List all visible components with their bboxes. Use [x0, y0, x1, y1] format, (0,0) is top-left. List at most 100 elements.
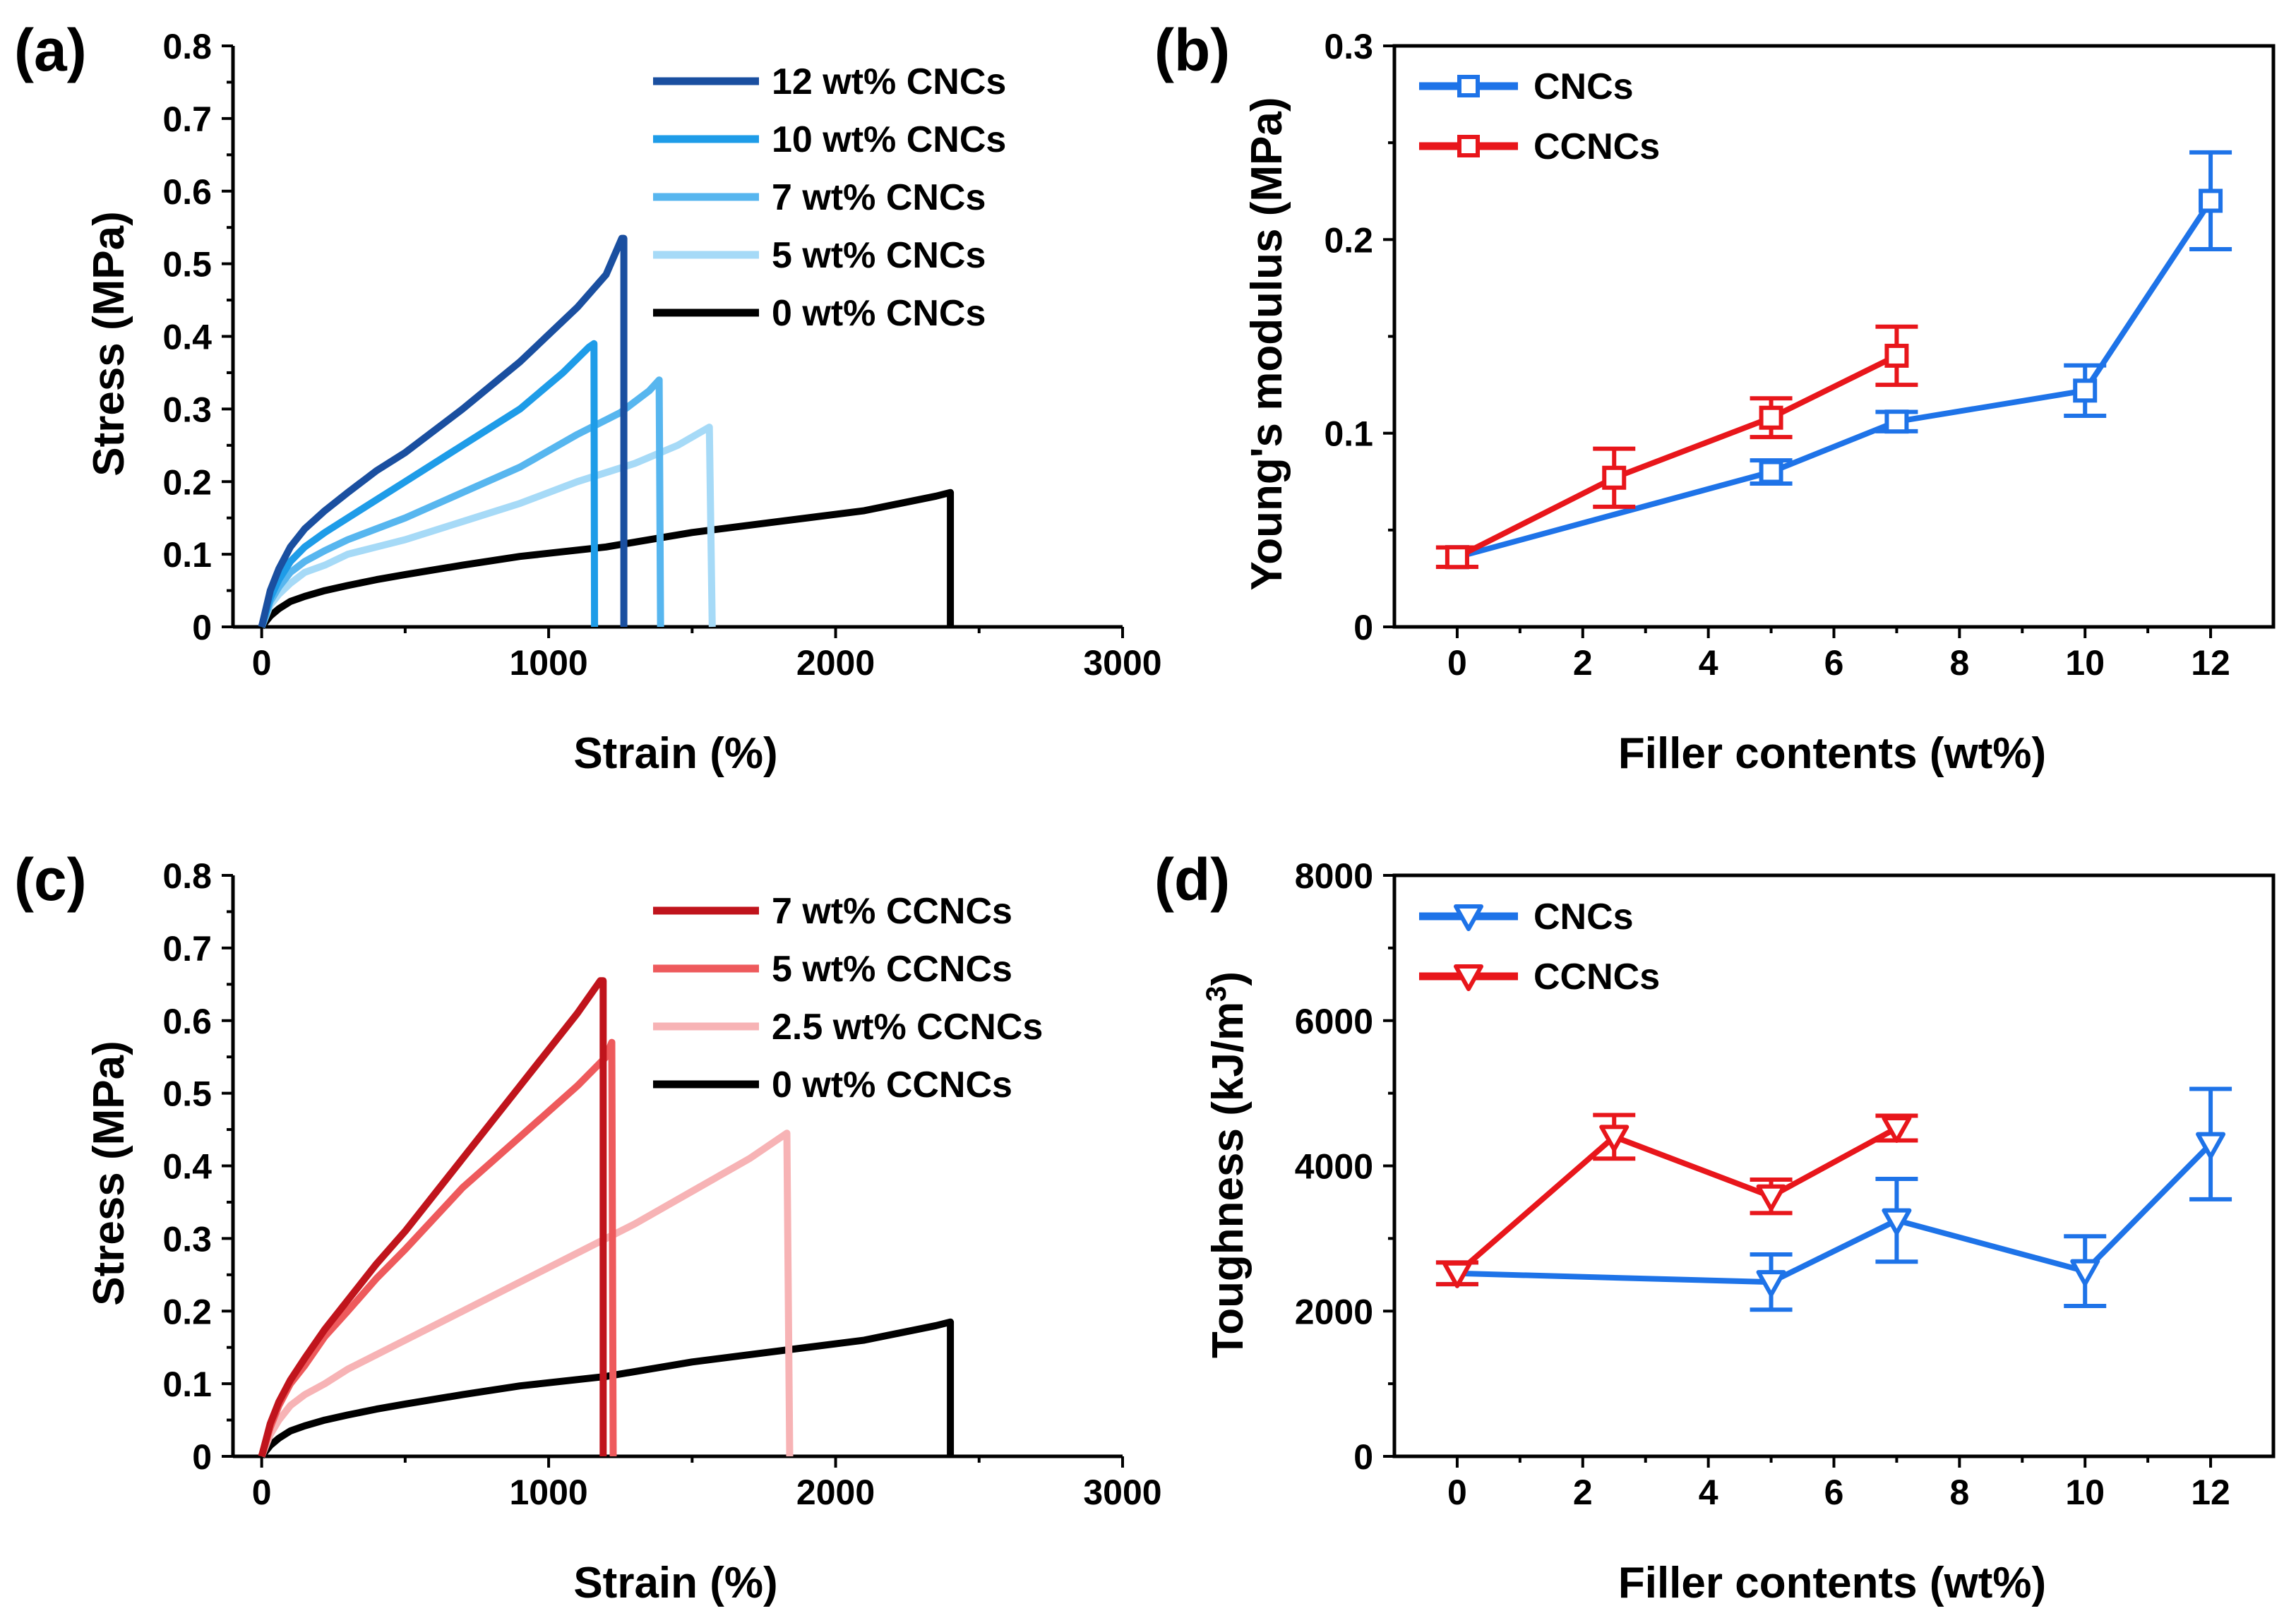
legend-marker-ccncs	[1457, 135, 1480, 157]
y-tick-label: 0	[192, 1437, 212, 1477]
y-tick-label: 0.3	[162, 1219, 212, 1259]
y-tick-label: 6000	[1295, 1002, 1373, 1041]
x-tick-label: 10	[2065, 643, 2105, 683]
x-tick-label: 2	[1573, 1473, 1593, 1512]
panel-b-plot-area: 0 2 4 6 8 10 12 0 0.1 0.2 0.3 CNCs CCNCs	[1324, 27, 2276, 683]
panel-d-x-axis-title: Filler contents (wt%)	[1618, 1559, 2046, 1607]
y-tick-label: 0	[1353, 608, 1373, 647]
series-curve-2-5-wt-ccncs	[258, 1129, 794, 1458]
y-tick-label: 2000	[1295, 1292, 1373, 1331]
legend-label-ccncs: CCNCs	[1533, 126, 1660, 167]
panel-d-y-axis-title: Toughness (kJ/m3)	[1201, 971, 1252, 1358]
y-tick-label: 0.2	[162, 462, 212, 502]
y-tick-label: 0.8	[162, 27, 212, 66]
plot-frame	[1392, 873, 2276, 1458]
legend-label-2-5-wt-ccncs: 2.5 wt% CCNCs	[772, 1007, 1043, 1048]
legend-label-cncs: CNCs	[1533, 897, 1634, 937]
data-point-ccncs	[1756, 1184, 1786, 1211]
y-tick-label: 0.7	[162, 100, 212, 139]
x-tick-label: 1000	[509, 643, 587, 683]
panel-d-y-axis-title-tail: )	[1204, 971, 1252, 986]
panel-a-y-axis-title: Stress (MPa)	[85, 211, 133, 477]
x-tick-label: 2000	[796, 1473, 875, 1512]
y-tick-label: 0	[1353, 1437, 1373, 1477]
x-tick-label: 4	[1699, 1473, 1718, 1512]
panel-c-x-axis-title: Strain (%)	[573, 1559, 777, 1607]
x-tick-label: 12	[2191, 643, 2230, 683]
y-tick-label: 0.3	[1324, 27, 1373, 66]
legend-label-0-wt-ccncs: 0 wt% CCNCs	[772, 1065, 1012, 1105]
x-tick-label: 6	[1824, 1473, 1844, 1512]
data-point-cncs	[2070, 1259, 2100, 1286]
y-tick-label: 8000	[1295, 856, 1373, 896]
x-tick-label: 8	[1949, 1473, 1969, 1512]
x-tick-label: 4	[1699, 643, 1718, 683]
legend-label-7-wt-cncs: 7 wt% CNCs	[772, 177, 986, 218]
panel-c-y-axis-title: Stress (MPa)	[85, 1041, 133, 1306]
y-tick-label: 0	[192, 608, 212, 647]
panel-c-label: (c)	[14, 846, 87, 913]
panel-d-y-axis-title-sup: 3	[1201, 986, 1232, 1002]
panel-a-stress-strain-cncs: (a) 0 1000 2000 300000.10.20.30.40.50.60.70…	[14, 17, 1162, 778]
data-point-ccncs	[1882, 1116, 1912, 1144]
legend-marker-cncs	[1457, 75, 1480, 97]
series-curve-5-wt-ccncs	[258, 1038, 617, 1458]
series-curve-7-wt-cncs	[258, 376, 664, 628]
data-point-cncs	[1884, 409, 1909, 434]
series-line-cncs	[1456, 199, 2213, 561]
y-tick-label: 0.2	[162, 1292, 212, 1331]
y-tick-label: 0.6	[162, 172, 212, 212]
series-curve-7-wt-ccncs	[258, 977, 607, 1458]
y-tick-label: 0.1	[162, 535, 212, 575]
panel-b-y-axis-title: Young's modulus (MPa)	[1243, 97, 1291, 590]
series-curve-12-wt-cncs	[258, 234, 628, 628]
y-tick-label: 0.7	[162, 929, 212, 969]
data-point-cncs	[1756, 1270, 1786, 1298]
x-tick-label: 3000	[1083, 1473, 1161, 1512]
y-tick-label: 4000	[1295, 1147, 1373, 1187]
legend-label-10-wt-cncs: 10 wt% CNCs	[772, 119, 1006, 160]
x-tick-label: 2	[1573, 643, 1593, 683]
y-tick-label: 0.1	[162, 1365, 212, 1404]
data-point-cncs	[2196, 1132, 2226, 1159]
panel-a-x-axis-title: Strain (%)	[573, 729, 777, 778]
series-line-ccncs	[1455, 1125, 1899, 1276]
data-point-ccncs	[1599, 1125, 1630, 1152]
panel-c-stress-strain-ccncs: (c) 0 1000 2000 300000.10.20.30.40.50.60.70…	[14, 846, 1162, 1607]
panel-d-plot-area: 0 2 4 6 8 10 12 0 2000 4000 6000 8000 CNCs CCNCs	[1295, 856, 2276, 1512]
legend-label-ccncs: CCNCs	[1533, 957, 1660, 997]
series-curve-0-wt-ccncs	[258, 1318, 955, 1459]
panel-d-toughness: (d) 0 2 4 6 8 10 1202000400060008000CNCsCCNCs …	[1154, 846, 2276, 1607]
legend-marker-ccncs	[1454, 964, 1483, 991]
legend-label-cncs: CNCs	[1533, 66, 1634, 107]
x-tick-label: 2000	[796, 643, 875, 683]
data-point-ccncs	[1602, 465, 1627, 490]
y-tick-label: 0.8	[162, 856, 212, 896]
panel-b-x-axis-title: Filler contents (wt%)	[1618, 729, 2046, 778]
y-tick-label: 0.3	[162, 390, 212, 429]
x-tick-label: 6	[1824, 643, 1844, 683]
y-tick-label: 0.4	[162, 318, 212, 357]
x-tick-label: 12	[2191, 1473, 2230, 1512]
panel-d-label: (d)	[1154, 846, 1230, 913]
series-line-ccncs	[1456, 353, 1899, 560]
data-point-ccncs	[1445, 545, 1469, 570]
y-tick-label: 0.1	[1324, 414, 1373, 454]
legend-label-5-wt-cncs: 5 wt% CNCs	[772, 235, 986, 276]
x-tick-label: 1000	[509, 1473, 587, 1512]
y-tick-label: 0.5	[162, 1074, 212, 1114]
legend-label-12-wt-cncs: 12 wt% CNCs	[772, 61, 1006, 102]
panel-d-y-axis-title-main: Toughness (kJ/m	[1204, 1002, 1252, 1358]
panel-b-label: (b)	[1154, 17, 1230, 83]
y-tick-label: 0.4	[162, 1147, 212, 1187]
legend-label-5-wt-ccncs: 5 wt% CCNCs	[772, 949, 1012, 990]
data-point-ccncs	[1759, 405, 1783, 430]
series-curve-10-wt-cncs	[258, 340, 599, 628]
y-tick-label: 0.2	[1324, 220, 1373, 260]
x-tick-label: 3000	[1083, 643, 1161, 683]
x-tick-label: 0	[1447, 1473, 1467, 1512]
y-tick-label: 0.6	[162, 1002, 212, 1041]
y-tick-label: 0.5	[162, 245, 212, 284]
x-tick-label: 10	[2065, 1473, 2105, 1512]
